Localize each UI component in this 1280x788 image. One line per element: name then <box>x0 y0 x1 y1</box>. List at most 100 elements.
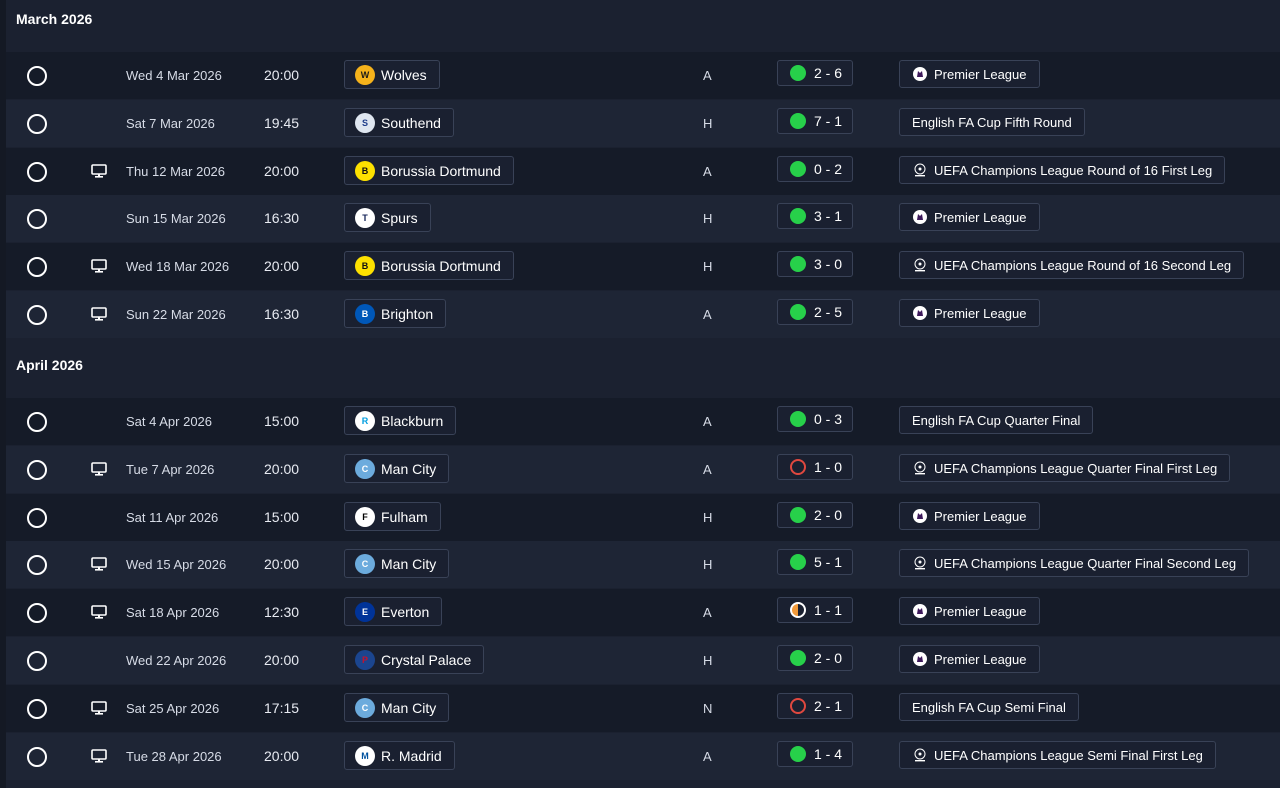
competition-button[interactable]: UEFA Champions League Quarter Final Seco… <box>899 549 1250 577</box>
result-button[interactable]: 2 - 0 <box>777 502 854 528</box>
opponent-button[interactable]: E Everton <box>344 597 443 626</box>
venue-indicator: H <box>703 510 713 525</box>
opponent-button[interactable]: P Crystal Palace <box>344 645 485 674</box>
result-button[interactable]: 5 - 1 <box>777 549 854 575</box>
result-button[interactable]: 7 - 1 <box>777 108 854 134</box>
fixture-row[interactable]: Sun 15 Mar 2026 16:30 T Spurs H 3 - 1 Premier … <box>6 195 1280 242</box>
result-button[interactable]: 2 - 0 <box>777 645 854 671</box>
fixture-row[interactable]: Sat 18 Apr 2026 12:30 E Everton A 1 - 1 Premie… <box>6 589 1280 636</box>
result-button[interactable]: 2 - 1 <box>777 693 854 719</box>
competition-button[interactable]: UEFA Champions League Semi Final First L… <box>899 741 1216 769</box>
competition-name: UEFA Champions League Round of 16 First … <box>934 162 1213 178</box>
match-date: Wed 4 Mar 2026 <box>126 68 222 83</box>
opponent-name: Brighton <box>381 305 434 322</box>
fixture-row[interactable]: Sat 4 Apr 2026 15:00 R Blackburn A 0 - 3 Engli… <box>6 398 1280 445</box>
tv-icon <box>91 462 107 476</box>
competition-button[interactable]: UEFA Champions League Round of 16 Second… <box>899 251 1245 279</box>
opponent-name: Man City <box>381 699 437 716</box>
result-button[interactable]: 3 - 1 <box>777 203 854 229</box>
result-button[interactable]: 1 - 1 <box>777 597 854 623</box>
competition-button[interactable]: Premier League <box>899 645 1040 673</box>
opponent-button[interactable]: M R. Madrid <box>344 741 455 770</box>
competition-button[interactable]: Premier League <box>899 299 1040 327</box>
status-circle-icon[interactable] <box>27 460 47 480</box>
status-circle-icon[interactable] <box>27 699 47 719</box>
opponent-button[interactable]: T Spurs <box>344 203 431 232</box>
fixture-row[interactable]: Sat 25 Apr 2026 17:15 C Man City N 2 - 1 Engli… <box>6 685 1280 732</box>
result-button[interactable]: 0 - 2 <box>777 156 854 182</box>
result-button[interactable]: 1 - 4 <box>777 741 854 767</box>
status-circle-icon[interactable] <box>27 412 47 432</box>
opponent-button[interactable]: B Borussia Dortmund <box>344 156 514 185</box>
premier-league-logo-icon <box>912 305 928 321</box>
opponent-button[interactable]: S Southend <box>344 108 454 137</box>
opponent-button[interactable]: C Man City <box>344 693 450 722</box>
result-button[interactable]: 2 - 6 <box>777 60 854 86</box>
venue-indicator: N <box>703 701 713 716</box>
competition-button[interactable]: Premier League <box>899 60 1040 88</box>
match-date: Wed 22 Apr 2026 <box>126 653 227 668</box>
southend-crest-icon: S <box>355 112 375 133</box>
opponent-button[interactable]: W Wolves <box>344 60 440 89</box>
status-circle-icon[interactable] <box>27 508 47 528</box>
fixture-row[interactable]: Sat 7 Mar 2026 19:45 S Southend H 7 - 1 Englis… <box>6 100 1280 147</box>
status-circle-icon[interactable] <box>27 305 47 325</box>
competition-button[interactable]: UEFA Champions League Round of 16 First … <box>899 156 1226 184</box>
fixture-row[interactable]: Wed 4 Mar 2026 20:00 W Wolves A 2 - 6 Premier … <box>6 52 1280 99</box>
opponent-button[interactable]: C Man City <box>344 549 450 578</box>
win-result-icon <box>790 746 806 762</box>
competition-button[interactable]: Premier League <box>899 597 1040 625</box>
fixture-row[interactable]: Tue 28 Apr 2026 20:00 M R. Madrid A 1 - 4 UEFA… <box>6 733 1280 780</box>
fixture-row[interactable]: Wed 22 Apr 2026 20:00 P Crystal Palace H 2 - … <box>6 637 1280 684</box>
section-title: April 2026 <box>16 357 83 373</box>
status-circle-icon[interactable] <box>27 209 47 229</box>
left-edge <box>0 0 6 788</box>
tv-icon <box>91 557 107 571</box>
result-button[interactable]: 1 - 0 <box>777 454 854 480</box>
competition-button[interactable]: English FA Cup Semi Final <box>899 693 1079 721</box>
spurs-crest-icon: T <box>355 207 375 228</box>
opponent-button[interactable]: B Brighton <box>344 299 447 328</box>
brighton-crest-icon: B <box>355 303 375 324</box>
fixture-row[interactable]: Sat 11 Apr 2026 15:00 F Fulham H 2 - 0 Premier… <box>6 494 1280 541</box>
competition-button[interactable]: Premier League <box>899 502 1040 530</box>
status-circle-icon[interactable] <box>27 114 47 134</box>
opponent-name: Man City <box>381 460 437 477</box>
champions-league-logo-icon <box>912 555 928 571</box>
win-result-icon <box>790 161 806 177</box>
fulham-crest-icon: F <box>355 506 375 527</box>
premier-league-logo-icon <box>912 508 928 524</box>
competition-button[interactable]: Premier League <box>899 203 1040 231</box>
result-button[interactable]: 0 - 3 <box>777 406 854 432</box>
kickoff-time: 12:30 <box>264 604 300 620</box>
status-circle-icon[interactable] <box>27 66 47 86</box>
win-result-icon <box>790 304 806 320</box>
kickoff-time: 20:00 <box>264 163 300 179</box>
result-button[interactable]: 3 - 0 <box>777 251 854 277</box>
fixture-row[interactable]: Tue 7 Apr 2026 20:00 C Man City A 1 - 0 UEFA C… <box>6 446 1280 493</box>
section-header: April 2026 <box>6 346 1280 398</box>
opponent-button[interactable]: B Borussia Dortmund <box>344 251 514 280</box>
fixture-row[interactable]: Thu 12 Mar 2026 20:00 B Borussia Dortmund A 0… <box>6 148 1280 195</box>
opponent-button[interactable]: C Man City <box>344 454 450 483</box>
status-circle-icon[interactable] <box>27 747 47 767</box>
status-circle-icon[interactable] <box>27 162 47 182</box>
competition-button[interactable]: UEFA Champions League Quarter Final Firs… <box>899 454 1231 482</box>
venue-indicator: H <box>703 116 713 131</box>
dortmund-crest-icon: B <box>355 255 375 276</box>
match-score: 5 - 1 <box>814 554 843 570</box>
status-circle-icon[interactable] <box>27 555 47 575</box>
fixture-row[interactable]: Wed 15 Apr 2026 20:00 C Man City H 5 - 1 UEFA … <box>6 541 1280 588</box>
competition-button[interactable]: English FA Cup Fifth Round <box>899 108 1085 136</box>
status-circle-icon[interactable] <box>27 651 47 671</box>
competition-name: Premier League <box>934 603 1027 619</box>
fixture-row[interactable]: Wed 18 Mar 2026 20:00 B Borussia Dortmund H 3… <box>6 243 1280 290</box>
fixture-row[interactable]: Sun 22 Mar 2026 16:30 B Brighton A 2 - 5 Premi… <box>6 291 1280 338</box>
status-circle-icon[interactable] <box>27 257 47 277</box>
competition-button[interactable]: English FA Cup Quarter Final <box>899 406 1094 434</box>
status-circle-icon[interactable] <box>27 603 47 623</box>
opponent-name: Borussia Dortmund <box>381 162 501 179</box>
opponent-button[interactable]: F Fulham <box>344 502 441 531</box>
opponent-button[interactable]: R Blackburn <box>344 406 457 435</box>
result-button[interactable]: 2 - 5 <box>777 299 854 325</box>
